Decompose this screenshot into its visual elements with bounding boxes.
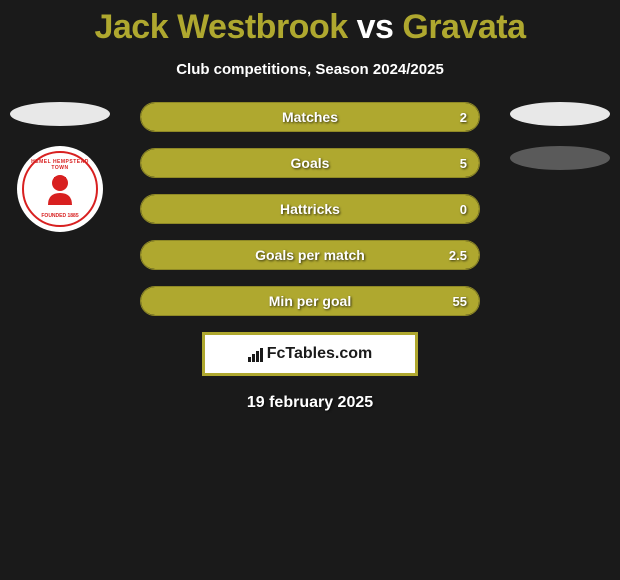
date-text: 19 february 2025 [0, 394, 620, 412]
club-badge-text-bottom: FOUNDED 1885 [24, 213, 96, 219]
stat-row-matches: Matches 2 [140, 102, 480, 132]
club-badge: HEMEL HEMPSTEAD TOWN FOUNDED 1885 [17, 146, 103, 232]
club-badge-ring: HEMEL HEMPSTEAD TOWN FOUNDED 1885 [22, 151, 98, 227]
placeholder-ellipse-dark [510, 146, 610, 170]
stat-label: Goals per match [141, 247, 479, 263]
stat-row-goals: Goals 5 [140, 148, 480, 178]
stat-label: Hattricks [141, 201, 479, 217]
stat-value: 55 [453, 294, 467, 309]
stat-value: 2 [460, 110, 467, 125]
placeholder-ellipse [10, 102, 110, 126]
branding-logo: FcTables.com [248, 345, 373, 363]
stat-row-gpm: Goals per match 2.5 [140, 240, 480, 270]
stat-label: Goals [141, 155, 479, 171]
stat-rows: Matches 2 Goals 5 Hattricks 0 Goals per … [140, 102, 480, 316]
comparison-title: Jack Westbrook vs Gravata [0, 0, 620, 47]
stat-value: 5 [460, 156, 467, 171]
stat-label: Min per goal [141, 293, 479, 309]
content-area: HEMEL HEMPSTEAD TOWN FOUNDED 1885 Matche… [0, 102, 620, 412]
branding-text: FcTables.com [267, 345, 373, 363]
subtitle: Club competitions, Season 2024/2025 [0, 61, 620, 78]
bar-chart-icon [248, 346, 263, 362]
player2-name: Gravata [402, 8, 525, 46]
stat-label: Matches [141, 109, 479, 125]
stat-value: 2.5 [449, 248, 467, 263]
stat-value: 0 [460, 202, 467, 217]
stat-row-hattricks: Hattricks 0 [140, 194, 480, 224]
right-badge-column [510, 102, 610, 190]
branding-box: FcTables.com [202, 332, 418, 376]
vs-text: vs [357, 8, 394, 46]
club-badge-portrait-icon [40, 169, 80, 209]
stat-row-mpg: Min per goal 55 [140, 286, 480, 316]
player1-name: Jack Westbrook [94, 8, 347, 46]
left-badge-column: HEMEL HEMPSTEAD TOWN FOUNDED 1885 [10, 102, 110, 232]
placeholder-ellipse [510, 102, 610, 126]
